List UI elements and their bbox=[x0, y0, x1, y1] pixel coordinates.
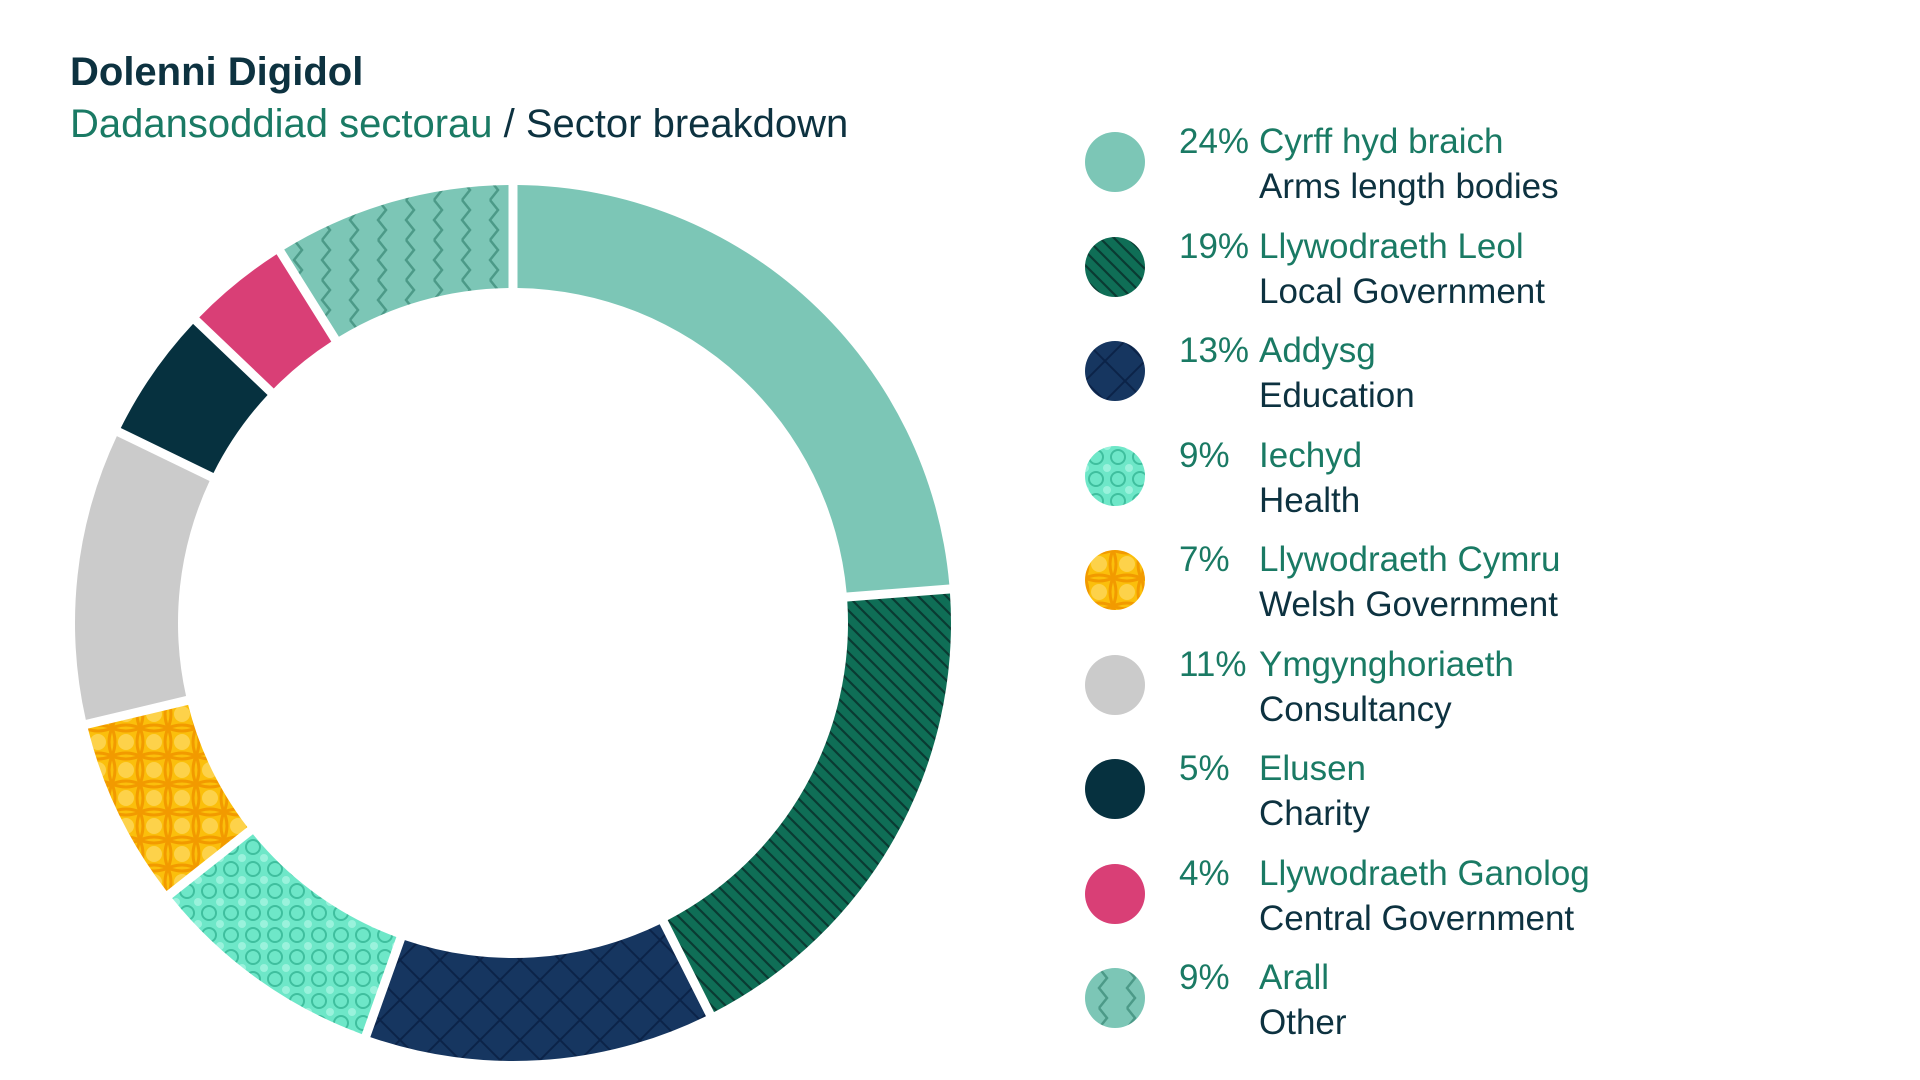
legend-swatch bbox=[1085, 550, 1145, 610]
legend-swatch bbox=[1085, 341, 1145, 401]
legend-percent: 19% bbox=[1179, 226, 1250, 266]
legend-item: 13% Addysg Education bbox=[1085, 329, 1885, 434]
legend-item: 4% Llywodraeth Ganolog Central Government bbox=[1085, 852, 1885, 957]
chart-subtitle: Dadansoddiad sectorau / Sector breakdown bbox=[70, 102, 848, 147]
legend-swatch bbox=[1085, 236, 1145, 297]
legend-swatch-circle bbox=[1085, 863, 1145, 924]
legend-percent: 13% bbox=[1179, 331, 1250, 370]
legend-swatch bbox=[1085, 654, 1145, 715]
legend-swatch-circle bbox=[1085, 654, 1145, 715]
donut-slice-2 bbox=[667, 593, 951, 1013]
legend-label-english: Welsh Government bbox=[1259, 585, 1558, 624]
legend-percent: 7% bbox=[1179, 540, 1230, 579]
legend-swatch-circle bbox=[1085, 132, 1145, 192]
legend-label-welsh: Llywodraeth Cymru bbox=[1259, 540, 1561, 579]
subtitle-english: Sector breakdown bbox=[525, 102, 849, 146]
legend-label-english: Local Government bbox=[1259, 271, 1545, 311]
legend-label-english: Central Government bbox=[1259, 898, 1575, 938]
legend-item: 9% Arall Other bbox=[1085, 956, 1885, 1061]
legend-item: 19% Llywodraeth Leol Local Government bbox=[1085, 225, 1885, 330]
legend-item: 7% Llywodraeth Cymru Welsh Government bbox=[1085, 538, 1885, 643]
donut-slice-1 bbox=[517, 185, 950, 593]
subtitle-separator: / bbox=[492, 102, 526, 146]
legend-swatch bbox=[1085, 759, 1145, 819]
donut-slice-9 bbox=[284, 185, 509, 337]
legend-percent: 11% bbox=[1179, 644, 1247, 684]
legend-label-welsh: Llywodraeth Ganolog bbox=[1259, 853, 1590, 893]
legend-label-welsh: Elusen bbox=[1259, 749, 1367, 788]
legend-percent: 9% bbox=[1179, 435, 1230, 475]
legend-label-english: Arms length bodies bbox=[1259, 167, 1559, 206]
legend-label-english: Other bbox=[1259, 1003, 1347, 1042]
legend: 24% Cyrff hyd braich Arms length bodies 19%… bbox=[1085, 120, 1885, 1061]
legend-percent: 5% bbox=[1179, 749, 1230, 788]
donut-slice-7 bbox=[120, 323, 268, 473]
legend-percent: 9% bbox=[1179, 958, 1230, 997]
chart-title: Dolenni Digidol bbox=[70, 50, 364, 94]
legend-item: 9% Iechyd Health bbox=[1085, 434, 1885, 539]
donut-slice-4 bbox=[172, 834, 397, 1035]
legend-item: 5% Elusen Charity bbox=[1085, 747, 1885, 852]
legend-label-welsh: Llywodraeth Leol bbox=[1259, 226, 1524, 266]
donut-slice-8 bbox=[199, 254, 332, 389]
legend-percent: 24% bbox=[1179, 122, 1250, 161]
legend-label-english: Charity bbox=[1259, 794, 1370, 833]
legend-swatch bbox=[1085, 445, 1145, 506]
legend-item: 11% Ymgynghoriaeth Consultancy bbox=[1085, 643, 1885, 748]
donut-slice-5 bbox=[87, 704, 248, 892]
legend-swatch-circle bbox=[1085, 759, 1145, 819]
legend-label-welsh: Cyrff hyd braich bbox=[1259, 122, 1504, 161]
donut-slice-6 bbox=[74, 436, 210, 720]
legend-label-welsh: Arall bbox=[1259, 958, 1330, 997]
legend-swatch bbox=[1085, 132, 1145, 192]
donut-slice-3 bbox=[370, 924, 706, 1061]
legend-label-english: Consultancy bbox=[1259, 689, 1452, 729]
legend-label-welsh: Iechyd bbox=[1259, 435, 1363, 475]
legend-label-welsh: Ymgynghoriaeth bbox=[1259, 644, 1514, 684]
legend-swatch bbox=[1085, 968, 1145, 1028]
legend-swatch-circle bbox=[1085, 341, 1145, 401]
donut-slices bbox=[74, 185, 951, 1061]
legend-swatch-circle bbox=[1085, 236, 1145, 297]
legend-label-english: Education bbox=[1259, 376, 1415, 415]
legend-item: 24% Cyrff hyd braich Arms length bodies bbox=[1085, 120, 1885, 225]
legend-swatch-circle bbox=[1085, 445, 1145, 506]
subtitle-welsh: Dadansoddiad sectorau bbox=[70, 102, 493, 146]
legend-swatch-circle bbox=[1085, 968, 1145, 1028]
legend-swatch bbox=[1085, 863, 1145, 924]
legend-label-welsh: Addysg bbox=[1259, 331, 1376, 370]
legend-label-english: Health bbox=[1259, 480, 1361, 520]
legend-percent: 4% bbox=[1179, 853, 1230, 893]
legend-swatch-circle bbox=[1085, 550, 1145, 610]
